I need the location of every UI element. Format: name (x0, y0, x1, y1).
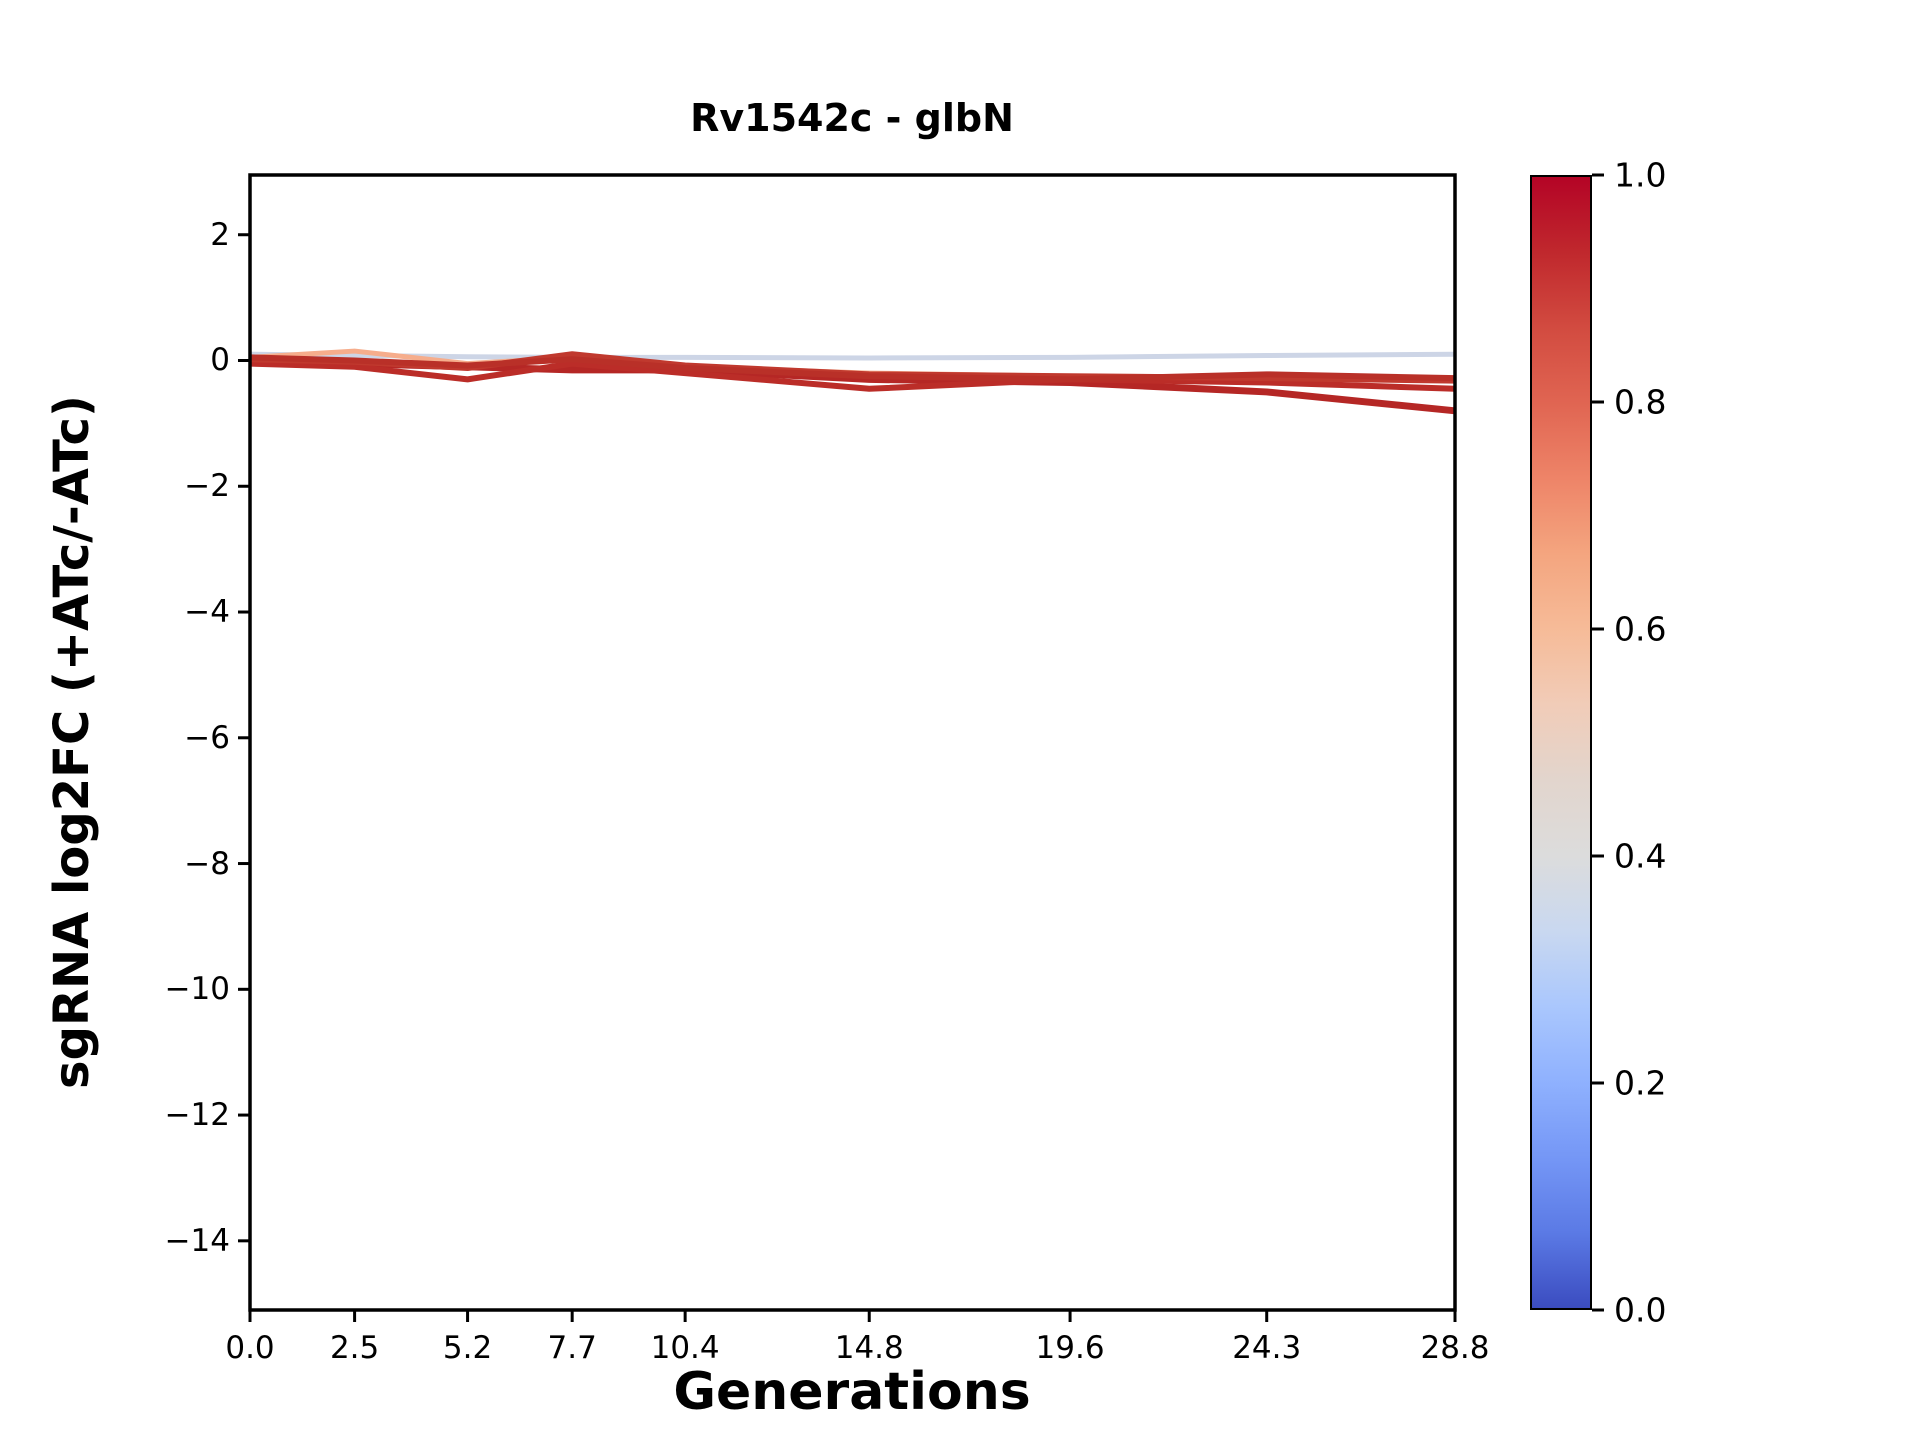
axes-box (248, 173, 1457, 1312)
colorbar-tick-label: 0.6 (1614, 609, 1667, 649)
y-tick-label: −4 (184, 594, 230, 631)
series-line-3 (249, 357, 1456, 415)
y-axis-label: sgRNA log2FC (+ATc/-ATc) (44, 395, 100, 1089)
y-tick-label: −8 (184, 845, 230, 882)
x-tick-label: 19.6 (1035, 1330, 1105, 1366)
x-tick-label: 5.2 (442, 1330, 493, 1366)
x-tick-label: 2.5 (329, 1330, 380, 1366)
chart-title: Rv1542c - glbN (690, 96, 1014, 140)
x-tick-label: 24.3 (1232, 1330, 1302, 1366)
y-tick-label: −12 (164, 1097, 230, 1134)
colorbar-tick-label: 0.4 (1614, 836, 1667, 876)
x-tick-label: 0.0 (225, 1330, 275, 1366)
series-line-2 (249, 348, 1456, 382)
y-tick-label: −6 (184, 719, 230, 756)
x-tick-label: 14.8 (834, 1330, 904, 1366)
x-tick-label: 28.8 (1420, 1330, 1490, 1366)
colorbar-tick-label: 0.2 (1614, 1063, 1667, 1103)
series-line-4 (249, 360, 1456, 392)
colorbar-tick-label: 0.8 (1614, 382, 1667, 422)
y-tick-label: −10 (164, 971, 230, 1008)
x-tick-label: 10.4 (650, 1330, 720, 1366)
y-tick-label: 0 (210, 342, 230, 379)
y-tick-label: −2 (184, 468, 230, 505)
x-axis-label: Generations (673, 1362, 1031, 1422)
series-line-5 (249, 351, 1456, 384)
x-tick-label: 7.7 (547, 1330, 597, 1366)
y-tick-label: −14 (164, 1222, 230, 1259)
colorbar (1530, 175, 1592, 1310)
y-tick-label: 2 (210, 216, 230, 253)
series-line-6 (249, 354, 1456, 383)
colorbar-tick-label: 1.0 (1614, 155, 1667, 195)
series-line-1 (249, 351, 1456, 361)
colorbar-tick-label: 0.0 (1614, 1290, 1667, 1330)
